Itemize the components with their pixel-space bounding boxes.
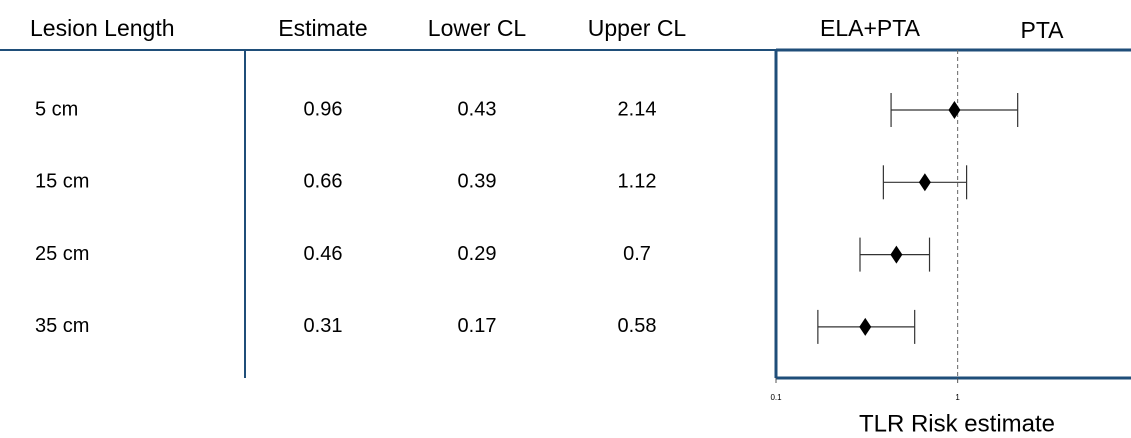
estimate-cell: 0.46 [304, 243, 343, 265]
estimate-diamond [948, 101, 961, 119]
upper-cell: 0.58 [618, 315, 657, 337]
row-label: 35 cm [35, 315, 89, 337]
estimate-cell: 0.66 [304, 171, 343, 193]
estimate-cell: 0.31 [304, 315, 343, 337]
estimate-diamond [918, 173, 931, 192]
lower-cell: 0.17 [458, 315, 497, 337]
estimate-diamond [890, 245, 903, 264]
left-side-label: ELA+PTA [820, 15, 921, 41]
x-tick-label: 1 [955, 393, 960, 402]
column-header: Lesion Length [30, 15, 175, 41]
lower-cell: 0.39 [458, 171, 497, 193]
column-header: Estimate [278, 15, 367, 41]
upper-cell: 1.12 [618, 171, 657, 193]
upper-cell: 2.14 [618, 98, 657, 120]
lower-cell: 0.29 [458, 243, 497, 265]
x-tick-label: 0.1 [770, 393, 782, 402]
estimate-diamond [859, 317, 872, 336]
estimate-cell: 0.96 [304, 98, 343, 120]
right-side-label: PTA [1020, 17, 1064, 43]
x-axis-label: TLR Risk estimate [859, 410, 1055, 437]
row-label: 25 cm [35, 243, 89, 265]
row-label: 15 cm [35, 171, 89, 193]
upper-cell: 0.7 [623, 243, 651, 265]
column-header: Lower CL [428, 15, 527, 41]
column-header: Upper CL [588, 15, 687, 41]
lower-cell: 0.43 [458, 98, 497, 120]
row-label: 5 cm [35, 98, 78, 120]
